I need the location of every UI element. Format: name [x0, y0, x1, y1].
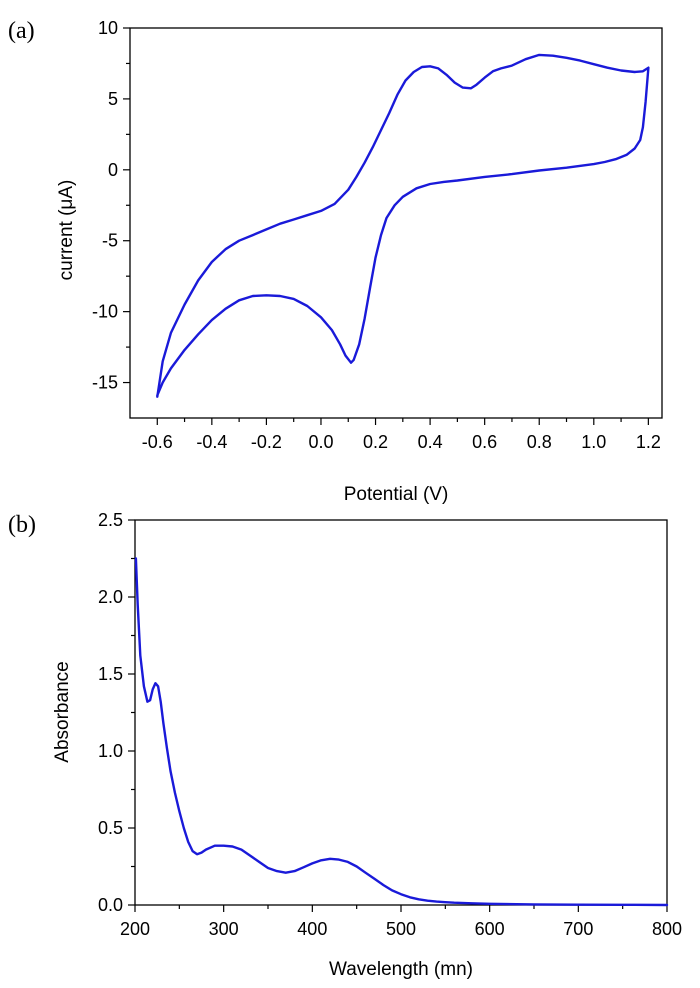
x-tick-label: 200 — [120, 919, 150, 939]
x-tick-label: 500 — [386, 919, 416, 939]
y-tick-label: 1.5 — [98, 664, 123, 684]
panel-b-y-axis: 0.0 0.5 1.0 1.5 2.0 2.5 — [98, 510, 135, 915]
x-tick-label: 0.2 — [363, 432, 388, 452]
x-tick-label: -0.6 — [142, 432, 173, 452]
panel-a-cyclic-voltammogram: (a) -0.6 -0.4 -0.2 0.0 0.2 0.4 0.6 0.8 1.0 1.2 -1… — [8, 18, 663, 505]
x-tick-label: 700 — [563, 919, 593, 939]
y-tick-label: 5 — [108, 89, 118, 109]
y-tick-label: -5 — [102, 231, 118, 251]
panel-b-x-axis: 200 300 400 500 600 700 800 — [120, 905, 682, 939]
panel-b-x-axis-title: Wavelength (mn) — [329, 959, 473, 980]
panel-a-cv-series-line — [156, 53, 650, 398]
y-tick-label: 0.5 — [98, 818, 123, 838]
y-tick-label: -15 — [92, 373, 118, 393]
y-tick-label: 10 — [98, 18, 118, 38]
y-tick-label: -10 — [92, 302, 118, 322]
y-tick-label: 0 — [108, 160, 118, 180]
x-tick-label: 1.2 — [636, 432, 661, 452]
panel-b-label: (b) — [8, 512, 36, 538]
y-tick-label: 0.0 — [98, 895, 123, 915]
panel-a-y-axis: -15 -10 -5 0 5 10 — [92, 18, 130, 393]
x-tick-label: 0.0 — [308, 432, 333, 452]
x-tick-label: 1.0 — [581, 432, 606, 452]
panel-a-label: (a) — [8, 18, 35, 44]
x-tick-label: 300 — [209, 919, 239, 939]
panel-a-y-axis-title: current (μA) — [56, 180, 77, 281]
x-tick-label: -0.4 — [196, 432, 227, 452]
y-tick-label: 1.0 — [98, 741, 123, 761]
panel-b-absorption-spectrum: (b) 200 300 400 500 600 700 800 0.0 0.5 1.0 1.5 2.… — [8, 510, 682, 980]
x-tick-label: 600 — [475, 919, 505, 939]
x-tick-label: 0.6 — [472, 432, 497, 452]
panel-b-spectrum-series-line — [134, 557, 669, 907]
x-tick-label: 0.4 — [418, 432, 443, 452]
y-tick-label: 2.0 — [98, 587, 123, 607]
x-tick-label: 0.8 — [527, 432, 552, 452]
y-tick-label: 2.5 — [98, 510, 123, 530]
x-tick-label: -0.2 — [251, 432, 282, 452]
panel-b-y-axis-title: Absorbance — [52, 661, 73, 762]
panel-a-x-axis: -0.6 -0.4 -0.2 0.0 0.2 0.4 0.6 0.8 1.0 1.2 — [142, 418, 661, 452]
x-tick-label: 400 — [297, 919, 327, 939]
panel-b-plot-frame — [134, 519, 668, 906]
panel-a-x-axis-title: Potential (V) — [344, 484, 449, 505]
panel-a-plot-frame — [129, 27, 663, 419]
x-tick-label: 800 — [652, 919, 682, 939]
